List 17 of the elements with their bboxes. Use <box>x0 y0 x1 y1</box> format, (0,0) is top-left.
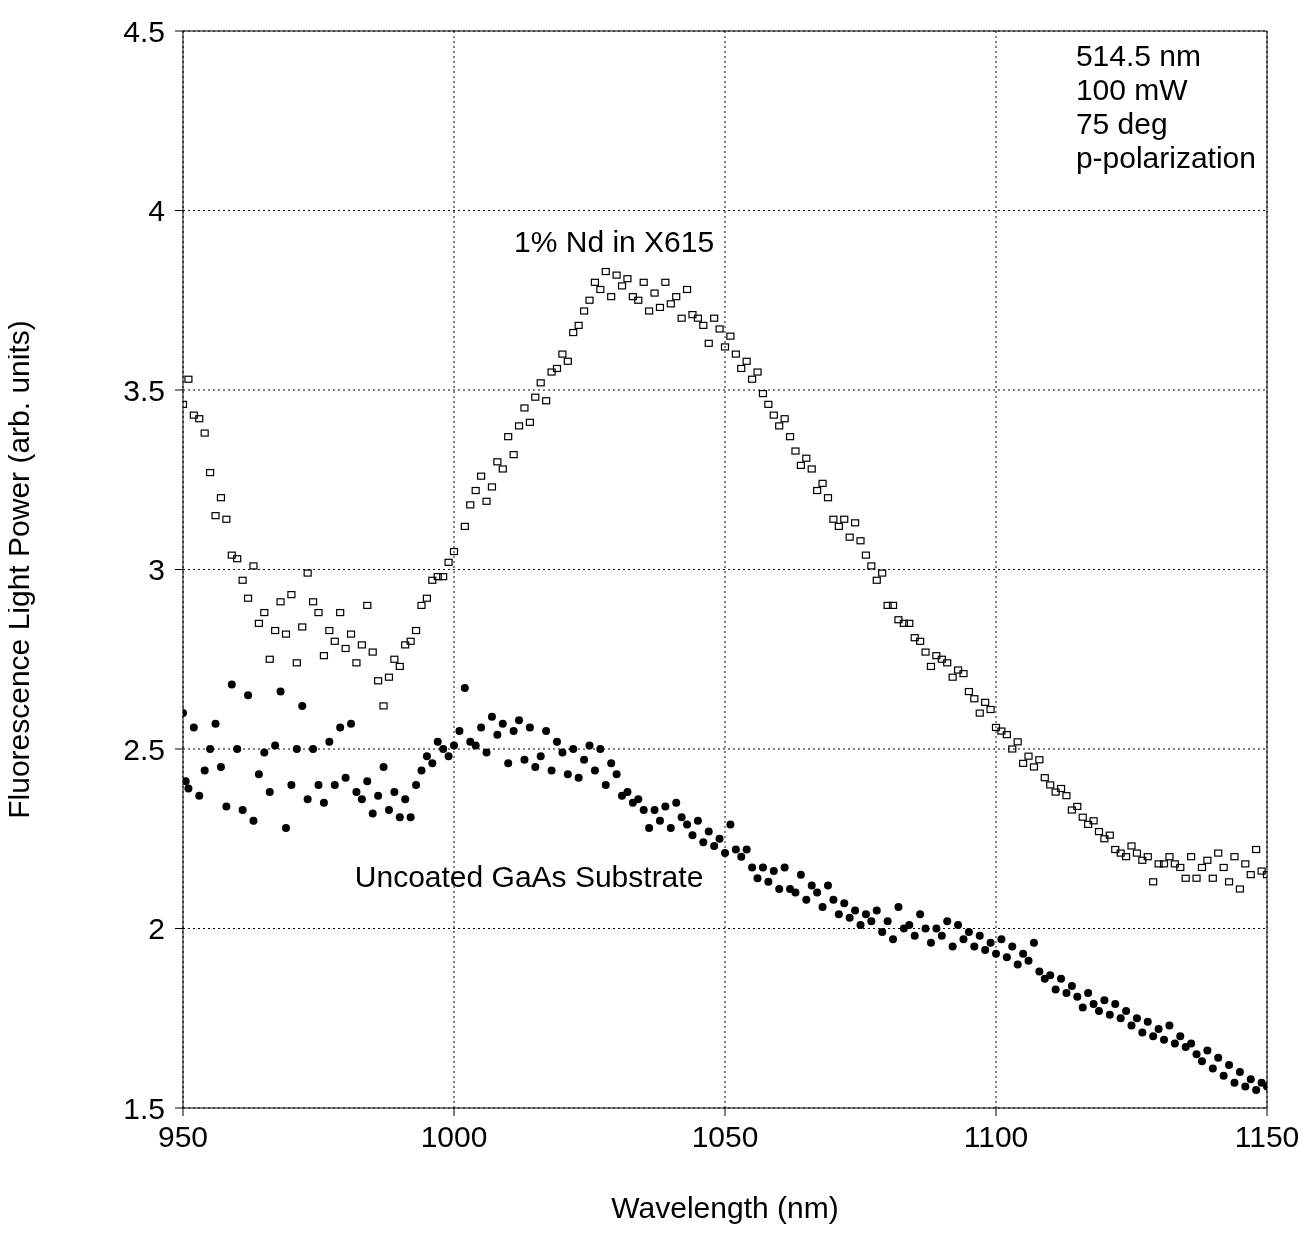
x-tick-label: 1050 <box>691 1120 759 1154</box>
x-tick-label: 1150 <box>1234 1120 1300 1154</box>
series-label: Uncoated GaAs Substrate <box>354 860 704 895</box>
y-tick-label: 4.5 <box>123 14 165 48</box>
x-tick-label: 1100 <box>963 1120 1029 1154</box>
y-tick-label: 3 <box>148 553 165 587</box>
series-label: 1% Nd in X615 <box>514 224 715 259</box>
annotation: 100 mW <box>1075 73 1189 107</box>
y-tick-label: 2.5 <box>123 732 165 766</box>
y-tick-label: 2 <box>148 912 165 946</box>
y-tick-label: 3.5 <box>123 373 165 407</box>
x-axis-title: Wavelength (nm) <box>611 1191 839 1224</box>
annotation: 514.5 nm <box>1075 39 1202 73</box>
x-tick-label: 1000 <box>420 1120 488 1154</box>
y-tick-label: 4 <box>148 194 165 228</box>
annotation: p-polarization <box>1075 141 1256 175</box>
annotation: 75 deg <box>1075 107 1169 141</box>
